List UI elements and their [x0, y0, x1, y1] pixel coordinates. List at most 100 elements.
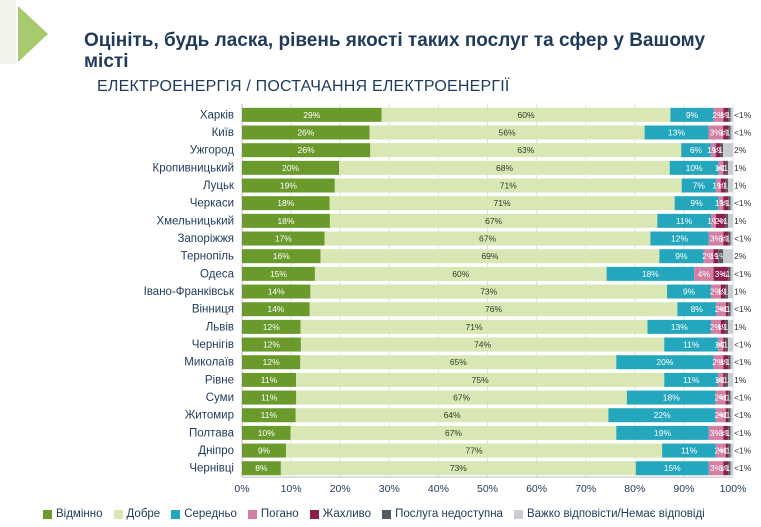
legend-swatch: [513, 509, 523, 519]
bar-segment: [242, 443, 286, 458]
legend-swatch: [43, 509, 52, 519]
data-label: 18%: [663, 393, 680, 403]
data-label: 2%: [702, 251, 715, 261]
bar-segment: [720, 284, 726, 299]
data-label: 6%: [690, 145, 703, 155]
bar-segment: [725, 443, 729, 458]
data-label: 9%: [675, 251, 688, 261]
data-label: 12%: [671, 234, 688, 244]
data-label: 1%: [712, 145, 725, 155]
legend-label: Погано: [260, 508, 299, 520]
data-label: <1%: [718, 446, 736, 456]
bar-segment: [725, 160, 729, 175]
data-label: <1%: [716, 375, 734, 385]
bar-segment: [723, 125, 729, 140]
bar-segment: [728, 231, 731, 246]
data-label: <1%: [721, 446, 739, 456]
data-label: 1%: [720, 428, 733, 438]
data-label: <1%: [721, 198, 739, 208]
data-label: 1%: [712, 181, 725, 191]
bar-segment: [713, 355, 724, 370]
bar-segment: [728, 160, 733, 175]
bar-segment: [242, 125, 370, 140]
data-label: <1%: [734, 410, 752, 420]
data-label: 19%: [654, 428, 671, 438]
bar-segment: [703, 249, 714, 264]
bar-segment: [242, 408, 296, 423]
data-label: 1%: [715, 251, 728, 261]
bar-segment: [309, 302, 678, 317]
bar-segment: [242, 355, 301, 370]
bar-segment: [314, 266, 607, 281]
page-title: Оцініть, будь ласка, рівень якості таких…: [84, 30, 706, 72]
bar-segment: [723, 425, 729, 440]
bar-segment: [300, 355, 617, 370]
bar-segment: [300, 337, 665, 352]
data-label: 1%: [715, 163, 728, 173]
data-label: <1%: [716, 163, 734, 173]
data-label: <1%: [734, 428, 752, 438]
bar-segment: [644, 125, 709, 140]
bar-segment: [659, 249, 704, 264]
data-label: 2%: [715, 446, 728, 456]
legend-label: Жахливо: [322, 508, 372, 520]
data-label: <1%: [718, 304, 736, 314]
legend-label: Середньо: [184, 508, 237, 520]
data-label: 2%: [715, 216, 728, 226]
data-label: 18%: [642, 269, 659, 279]
data-label: <1%: [734, 446, 752, 456]
data-label: <1%: [718, 322, 736, 332]
bar-segment: [711, 284, 721, 299]
data-label: 12%: [263, 357, 280, 367]
data-label: <1%: [721, 410, 739, 420]
data-label: 67%: [479, 234, 496, 244]
data-label: 1%: [734, 163, 747, 173]
bar-segment: [725, 408, 729, 423]
data-label: 2%: [712, 357, 725, 367]
data-label: 13%: [668, 128, 685, 138]
data-label: <1%: [721, 110, 739, 120]
data-label: 8%: [691, 304, 704, 314]
bar-segment: [728, 213, 733, 228]
data-label: <1%: [721, 234, 739, 244]
legend-item: Погано: [247, 508, 299, 520]
data-label: 1%: [720, 463, 733, 473]
category-label: Кропивницький: [153, 162, 234, 174]
category-label: Одеса: [200, 268, 235, 280]
bar-segment: [716, 302, 726, 317]
bar-segment: [242, 231, 325, 246]
bar-segment: [681, 178, 716, 193]
data-label: 76%: [485, 304, 502, 314]
bar-segment: [728, 443, 731, 458]
bar-segment: [242, 196, 330, 211]
bar-segment: [657, 213, 712, 228]
data-label: 60%: [518, 110, 535, 120]
bar-segment: [730, 196, 733, 211]
bar-segment: [728, 425, 731, 440]
bar-segment: [606, 266, 695, 281]
bar-segment: [369, 125, 645, 140]
category-label: Львів: [206, 321, 234, 333]
bar-segment: [715, 443, 726, 458]
data-label: 29%: [303, 110, 320, 120]
category-label: Луцьк: [203, 180, 235, 192]
data-label: 20%: [656, 357, 673, 367]
data-label: 68%: [496, 163, 513, 173]
x-tick-label: 100%: [720, 483, 747, 495]
bar-segment: [713, 249, 719, 264]
category-label: Миколаїв: [184, 357, 234, 369]
bar-segment: [728, 178, 733, 193]
bar-segment: [324, 231, 651, 246]
bar-segment: [694, 266, 714, 281]
data-label: 11%: [261, 410, 278, 420]
bar-segment: [720, 178, 726, 193]
data-label: <1%: [718, 340, 736, 350]
data-label: <1%: [716, 340, 734, 350]
bar-segment: [728, 284, 733, 299]
bar-segment: [242, 302, 310, 317]
data-label: 11%: [676, 216, 693, 226]
data-label: 14%: [268, 287, 285, 297]
bar-segment: [242, 160, 340, 175]
data-label: 73%: [450, 463, 467, 473]
